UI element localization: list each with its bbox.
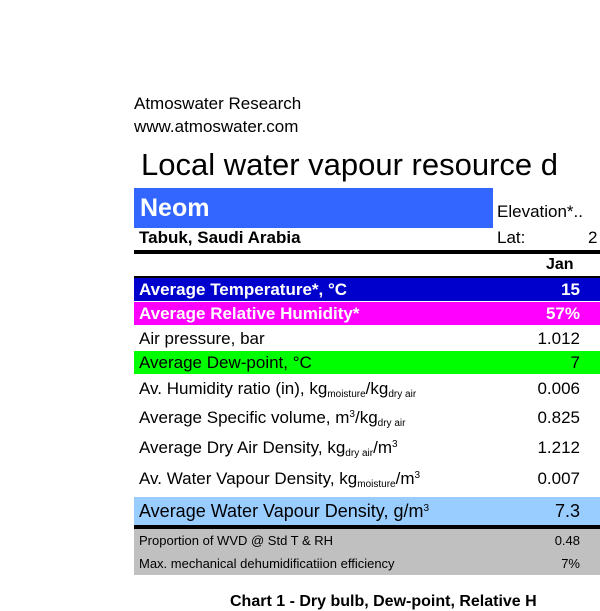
row-humidity-ratio: Av. Humidity ratio (in), kgmoisture/kgdr… bbox=[139, 378, 580, 400]
row-dry-air-density: Average Dry Air Density, kgdry air/m3 1.2… bbox=[139, 437, 580, 459]
row-pressure: Air pressure, bar 1.012 bbox=[139, 328, 580, 348]
lat-label: Lat: bbox=[497, 228, 526, 247]
month-header: Jan bbox=[546, 256, 574, 273]
location-region: Tabuk, Saudi Arabia bbox=[139, 228, 301, 247]
row-dehumidification-efficiency: Max. mechanical dehumidificatiion effici… bbox=[134, 552, 600, 575]
lat-value: 2 bbox=[588, 228, 598, 247]
row-dewpoint: Average Dew-point, °C 7 bbox=[134, 351, 600, 374]
row-vapour-density-g: Average Water Vapour Density, g/m3 7.3 bbox=[134, 497, 600, 525]
location-name: Neom bbox=[134, 188, 493, 228]
row-vapour-density-kg: Av. Water Vapour Density, kgmoisture/m3 0… bbox=[139, 468, 580, 490]
elevation-label: Elevation*.. bbox=[497, 202, 583, 221]
row-wvd-proportion: Proportion of WVD @ Std T & RH 0.48 bbox=[134, 529, 600, 552]
divider bbox=[134, 276, 600, 278]
row-specific-volume: Average Specific volume, m3/kgdry air 0.8… bbox=[139, 407, 580, 429]
org-url[interactable]: www.atmoswater.com bbox=[134, 117, 299, 136]
divider bbox=[134, 525, 600, 529]
row-temperature: Average Temperature*, °C 15 bbox=[134, 278, 600, 301]
org-name: Atmoswater Research bbox=[134, 94, 302, 113]
page-title: Local water vapour resource d bbox=[141, 147, 559, 182]
chart-caption: Chart 1 - Dry bulb, Dew-point, Relative … bbox=[230, 593, 537, 610]
row-humidity: Average Relative Humidity* 57% bbox=[134, 302, 600, 325]
divider bbox=[134, 250, 600, 254]
